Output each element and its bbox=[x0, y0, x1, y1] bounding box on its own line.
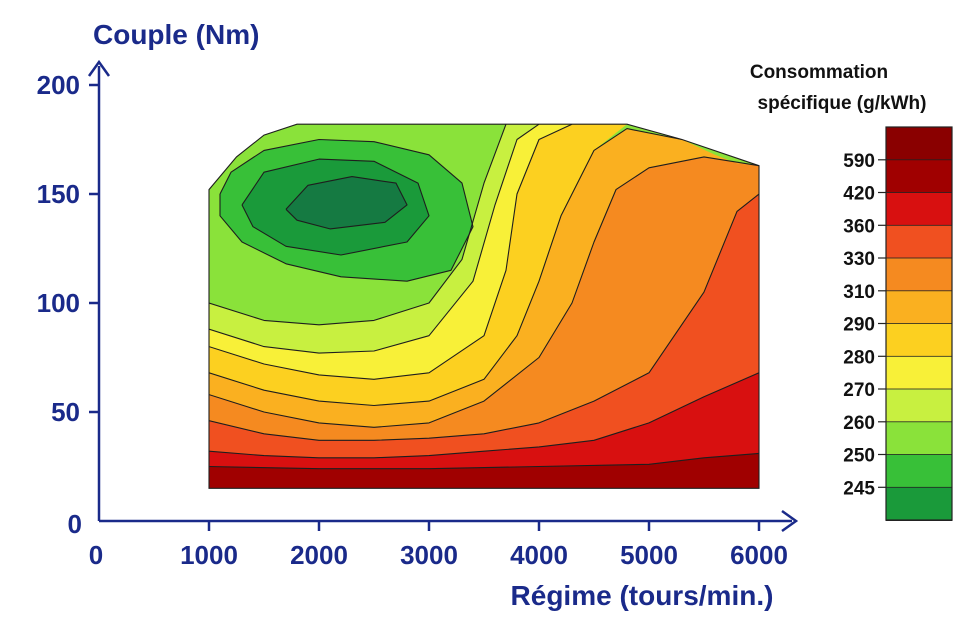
contour-line-6 bbox=[209, 124, 540, 354]
contour-band-4 bbox=[209, 128, 759, 428]
legend-swatch-2 bbox=[885, 192, 953, 227]
legend-swatch-7 bbox=[885, 355, 953, 390]
legend-label-250: 250 bbox=[843, 446, 875, 467]
contour-line-4 bbox=[209, 128, 683, 407]
x-ticks: 0 1000 2000 3000 4000 5000 6000 bbox=[89, 521, 788, 570]
contour-band-5 bbox=[209, 124, 627, 406]
y-tick-label-0: 0 bbox=[68, 509, 82, 539]
x-tick-label-0: 0 bbox=[89, 540, 103, 570]
legend-swatch-3 bbox=[885, 224, 953, 260]
legend-title-line2: spécifique (g/kWh) bbox=[758, 93, 927, 114]
contour-band-1 bbox=[209, 372, 759, 489]
contour-band-6 bbox=[209, 124, 572, 380]
legend-label-245: 245 bbox=[843, 478, 875, 499]
legend-labels: 590 420 360 330 310 290 280 270 260 250 245 bbox=[843, 151, 886, 499]
contour-lines bbox=[209, 124, 759, 470]
legend-label-290: 290 bbox=[843, 315, 875, 336]
legend-swatch-11 bbox=[885, 486, 953, 521]
legend-swatches bbox=[885, 126, 953, 521]
contour-line-8 bbox=[219, 138, 474, 282]
legend-swatch-5 bbox=[885, 290, 953, 325]
legend-label-310: 310 bbox=[843, 282, 875, 303]
contour-line-3 bbox=[209, 156, 759, 428]
legend-swatch-9 bbox=[885, 421, 953, 456]
contour-band-0 bbox=[209, 194, 759, 489]
contour-line-10 bbox=[285, 176, 408, 230]
legend-title-line1: Consommation bbox=[750, 62, 888, 83]
map-envelope-outline bbox=[208, 123, 760, 489]
x-tick-label-5000: 5000 bbox=[620, 540, 678, 570]
x-tick-label-6000: 6000 bbox=[730, 540, 788, 570]
legend-label-280: 280 bbox=[843, 347, 875, 368]
contour-band-2 bbox=[209, 453, 759, 489]
legend-label-360: 360 bbox=[843, 216, 875, 237]
legend-frame bbox=[885, 126, 953, 521]
legend-swatch-10 bbox=[885, 454, 953, 489]
legend-swatch-1 bbox=[885, 159, 953, 194]
legend-swatch-8 bbox=[885, 388, 953, 423]
x-tick-label-1000: 1000 bbox=[180, 540, 238, 570]
contour-line-0 bbox=[209, 452, 759, 470]
legend-label-270: 270 bbox=[843, 380, 875, 401]
x-axis-arrow bbox=[781, 509, 799, 533]
contour-line-7 bbox=[209, 124, 507, 326]
y-tick-label-200: 200 bbox=[37, 70, 80, 100]
legend: Consommation spécifique (g/kWh) 590 420 36… bbox=[750, 62, 953, 521]
y-axis-title: Couple (Nm) bbox=[93, 19, 259, 50]
contour-line-1 bbox=[209, 372, 759, 459]
y-tick-label-150: 150 bbox=[37, 179, 80, 209]
contour-band-3 bbox=[209, 156, 759, 445]
legend-swatch-6 bbox=[885, 323, 953, 358]
legend-swatch-0 bbox=[885, 126, 953, 161]
legend-label-590: 590 bbox=[843, 151, 875, 172]
axes bbox=[87, 59, 799, 533]
x-axis-title: Régime (tours/min.) bbox=[511, 580, 774, 611]
contour-line-9 bbox=[241, 158, 430, 256]
contour-band-11 bbox=[286, 176, 407, 229]
legend-label-330: 330 bbox=[843, 249, 875, 270]
y-ticks: 0 50 100 150 200 bbox=[37, 70, 99, 539]
y-tick-label-50: 50 bbox=[51, 397, 80, 427]
x-tick-label-4000: 4000 bbox=[510, 540, 568, 570]
contour-line-5 bbox=[209, 124, 573, 380]
x-tick-label-3000: 3000 bbox=[400, 540, 458, 570]
contour-map bbox=[209, 124, 759, 489]
legend-swatch-4 bbox=[885, 257, 953, 292]
y-axis-arrow bbox=[87, 59, 111, 77]
contour-line-2 bbox=[209, 193, 759, 441]
contour-band-7 bbox=[209, 124, 539, 354]
y-tick-label-100: 100 bbox=[37, 288, 80, 318]
legend-label-420: 420 bbox=[843, 184, 875, 205]
x-tick-label-2000: 2000 bbox=[290, 540, 348, 570]
legend-label-260: 260 bbox=[843, 413, 875, 434]
contour-bands bbox=[209, 124, 759, 489]
